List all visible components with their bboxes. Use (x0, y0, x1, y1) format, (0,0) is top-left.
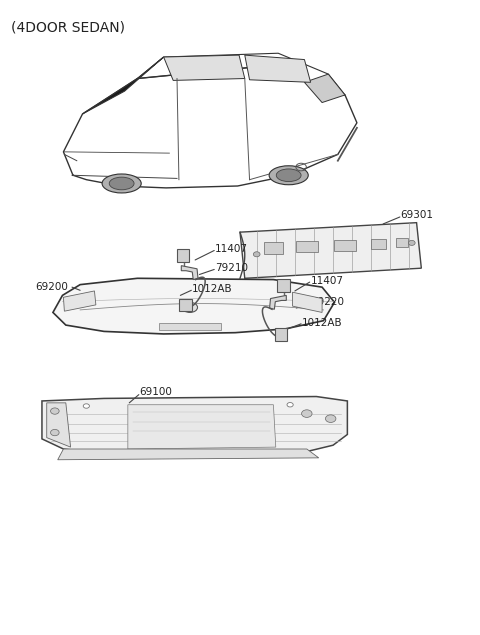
Text: (4DOOR SEDAN): (4DOOR SEDAN) (11, 20, 125, 34)
Polygon shape (245, 55, 311, 83)
Text: 69301: 69301 (400, 210, 433, 220)
Ellipse shape (408, 241, 415, 245)
Text: 1012AB: 1012AB (302, 318, 343, 328)
Text: 69200: 69200 (35, 282, 68, 292)
Ellipse shape (301, 410, 312, 417)
Ellipse shape (269, 166, 308, 185)
Polygon shape (334, 240, 356, 251)
Text: 1012AB: 1012AB (192, 284, 233, 294)
Ellipse shape (287, 403, 293, 407)
Polygon shape (83, 57, 164, 114)
Ellipse shape (325, 415, 336, 422)
Polygon shape (47, 403, 71, 447)
Polygon shape (63, 291, 96, 311)
FancyBboxPatch shape (177, 249, 190, 262)
Ellipse shape (276, 169, 301, 182)
Ellipse shape (253, 251, 260, 257)
Polygon shape (304, 74, 345, 102)
Text: 69100: 69100 (139, 387, 172, 397)
Polygon shape (371, 239, 385, 249)
Text: 11407: 11407 (215, 244, 248, 254)
Ellipse shape (50, 429, 59, 436)
Ellipse shape (182, 302, 198, 312)
Polygon shape (270, 295, 286, 309)
FancyBboxPatch shape (180, 298, 192, 311)
Polygon shape (53, 278, 335, 334)
Text: 11407: 11407 (311, 276, 344, 286)
Ellipse shape (83, 404, 89, 408)
Polygon shape (128, 404, 276, 449)
Polygon shape (181, 265, 198, 279)
Polygon shape (164, 55, 245, 81)
Polygon shape (396, 239, 408, 247)
Ellipse shape (102, 174, 141, 193)
Polygon shape (159, 323, 221, 330)
Polygon shape (292, 292, 322, 312)
FancyBboxPatch shape (275, 328, 287, 341)
Polygon shape (42, 396, 348, 453)
Text: 79220: 79220 (311, 297, 344, 307)
Polygon shape (264, 243, 283, 253)
Ellipse shape (50, 408, 59, 414)
Text: 79210: 79210 (215, 263, 248, 273)
Polygon shape (58, 449, 319, 460)
Polygon shape (296, 241, 318, 252)
Ellipse shape (109, 177, 134, 190)
Polygon shape (240, 223, 421, 278)
FancyBboxPatch shape (277, 279, 289, 291)
